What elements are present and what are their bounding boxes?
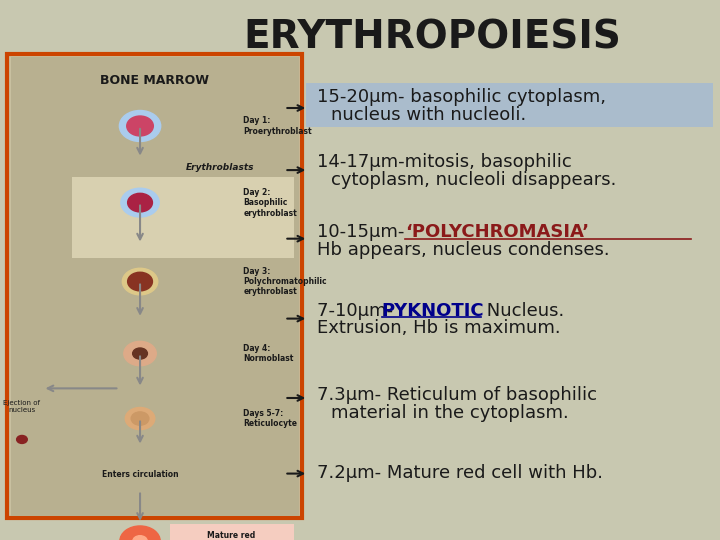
Text: Day 2:
Basophilic
erythroblast: Day 2: Basophilic erythroblast [243,188,297,218]
Text: PYKNOTIC: PYKNOTIC [382,301,485,320]
Circle shape [127,193,153,212]
Bar [7,54,302,518]
Text: ‘POLYCHROMASIA’: ‘POLYCHROMASIA’ [405,223,589,241]
Text: Day 3:
Polychromatophilic
erythroblast: Day 3: Polychromatophilic erythroblast [243,267,327,296]
Text: Nucleus.: Nucleus. [481,301,564,320]
Text: 10-15μm-: 10-15μm- [317,223,410,241]
Text: Day 1:
Proerythroblast: Day 1: Proerythroblast [243,116,312,136]
Circle shape [127,116,153,136]
Text: Ejection of
nucleus: Ejection of nucleus [4,401,40,414]
Text: Mature red
blood cell: Mature red blood cell [207,531,256,540]
Text: Hb appears, nucleus condenses.: Hb appears, nucleus condenses. [317,241,609,259]
Bar [170,524,294,540]
Text: material in the cytoplasm.: material in the cytoplasm. [331,404,569,422]
Circle shape [122,268,158,295]
Text: cytoplasm, nucleoli disappears.: cytoplasm, nucleoli disappears. [331,171,616,189]
Text: Enters circulation: Enters circulation [102,470,179,479]
Circle shape [17,435,27,443]
Circle shape [121,188,159,217]
Circle shape [131,412,149,425]
Circle shape [124,341,156,366]
Text: nucleus with nucleoli.: nucleus with nucleoli. [331,106,526,124]
Text: 7.3μm- Reticulum of basophilic: 7.3μm- Reticulum of basophilic [317,386,597,404]
Bar [72,177,294,258]
Text: 14-17μm-mitosis, basophilic: 14-17μm-mitosis, basophilic [317,153,572,171]
Text: 15-20μm- basophilic cytoplasm,: 15-20μm- basophilic cytoplasm, [317,88,606,106]
Text: Erythroblasts: Erythroblasts [186,163,254,172]
Circle shape [120,111,161,141]
Circle shape [120,526,160,540]
Bar [306,83,713,127]
Text: Day 4:
Normoblast: Day 4: Normoblast [243,344,294,363]
Circle shape [132,348,148,359]
Text: ERYTHROPOIESIS: ERYTHROPOIESIS [243,19,621,57]
Circle shape [127,272,153,291]
Circle shape [133,536,147,540]
Text: BONE MARROW: BONE MARROW [100,75,210,87]
Circle shape [125,408,155,430]
Text: 7-10μm-: 7-10μm- [317,301,399,320]
Text: Extrusion, Hb is maximum.: Extrusion, Hb is maximum. [317,319,560,338]
Bar [11,57,299,516]
Text: Days 5-7:
Reticulocyte: Days 5-7: Reticulocyte [243,409,297,428]
Text: 7.2μm- Mature red cell with Hb.: 7.2μm- Mature red cell with Hb. [317,463,603,482]
